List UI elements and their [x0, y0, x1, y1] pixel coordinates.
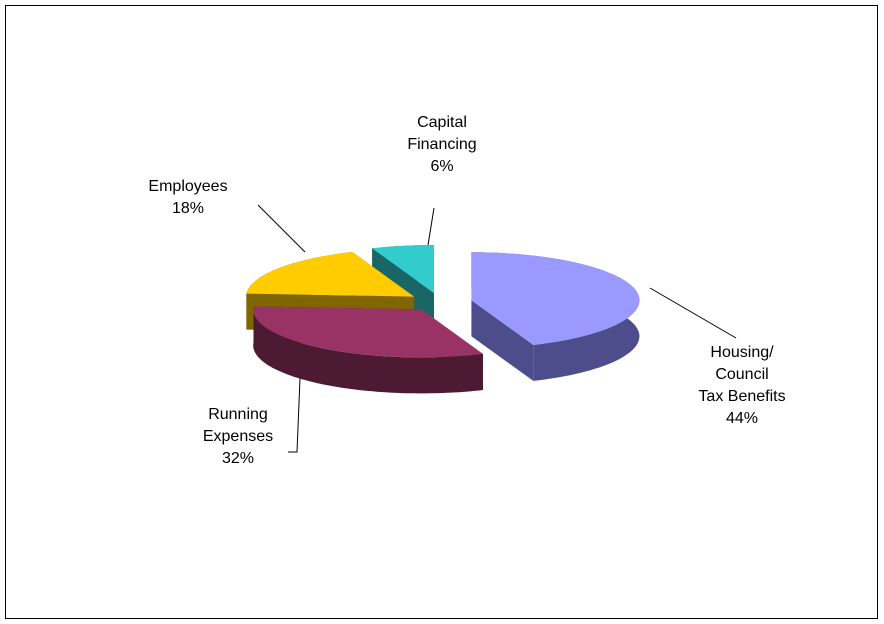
- data-label: Running Expenses 32%: [158, 404, 318, 470]
- value-label: 32%: [221, 450, 255, 467]
- slice-top: [246, 252, 415, 297]
- value-label: 18%: [171, 200, 205, 217]
- value-label: 6%: [430, 158, 454, 175]
- slice-top: [471, 252, 640, 345]
- chart-frame: [5, 5, 878, 619]
- data-label: Employees 18%: [108, 176, 268, 220]
- slice-side: [253, 306, 483, 394]
- category-label: Capital Financing: [407, 114, 477, 153]
- category-label: Housing/ Council Tax Benefits: [698, 344, 786, 405]
- category-label: Employees: [148, 178, 228, 195]
- leader-line: [427, 207, 435, 246]
- leader-line: [288, 377, 301, 453]
- slice-side: [471, 300, 534, 381]
- category-label: Running Expenses: [202, 406, 274, 445]
- slice-top: [253, 306, 483, 358]
- data-label: Capital Financing 6%: [362, 112, 522, 178]
- slice-top: [372, 245, 434, 293]
- leader-line: [649, 287, 737, 339]
- pie-slice: [253, 306, 483, 394]
- value-label: 44%: [725, 410, 759, 427]
- leader-line: [257, 204, 306, 253]
- data-label: Housing/ Council Tax Benefits 44%: [662, 342, 822, 430]
- pie-slice: [471, 252, 640, 381]
